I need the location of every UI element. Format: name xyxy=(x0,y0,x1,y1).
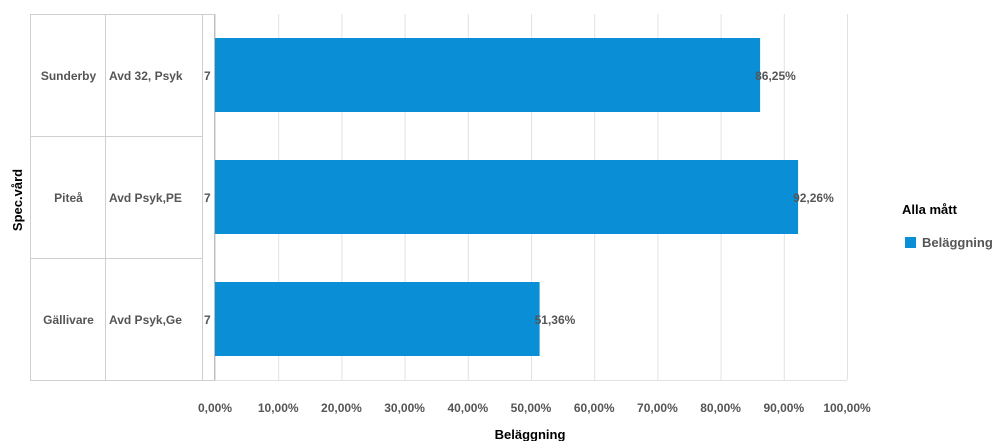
x-tick-label: 90,00% xyxy=(763,401,804,415)
x-tick-label: 40,00% xyxy=(447,401,488,415)
legend: Alla mått Beläggning xyxy=(902,202,993,250)
x-tick-label: 70,00% xyxy=(637,401,678,415)
row-site-label: Gällivare xyxy=(43,313,94,327)
x-tick-label: 80,00% xyxy=(700,401,741,415)
row-site-label: Sunderby xyxy=(41,69,97,83)
x-tick-label: 0,00% xyxy=(198,401,232,415)
bar-data-label: 51,36% xyxy=(535,313,576,327)
row-unit-label: Avd 32, Psyk xyxy=(109,69,183,83)
x-tick-labels: 0,00% 10,00% 20,00% 30,00% 40,00% 50,00% 60,00… xyxy=(198,401,871,415)
legend-swatch xyxy=(905,237,916,248)
bar-data-label: 86,25% xyxy=(755,69,796,83)
x-tick-label: 100,00% xyxy=(823,401,871,415)
x-axis-title: Beläggning xyxy=(495,427,566,441)
row-site-label: Piteå xyxy=(54,191,83,205)
x-tick-label: 20,00% xyxy=(321,401,362,415)
row-unit-label: Avd Psyk,Ge xyxy=(109,313,182,327)
row-unit-label: Avd Psyk,PE xyxy=(109,191,182,205)
x-tick-label: 10,00% xyxy=(258,401,299,415)
bars: 86,25% 92,26% 51,36% xyxy=(215,38,834,356)
row-header-table: Sunderby Avd 32, Psyk 7 Piteå Avd Psyk,PE 7 Gä… xyxy=(30,14,215,381)
bar xyxy=(215,160,799,234)
y-axis-title: Spec.vård xyxy=(10,169,25,231)
bar xyxy=(215,282,540,356)
legend-title: Alla mått xyxy=(902,202,958,217)
row-beds-label: 7 xyxy=(204,313,211,327)
bar xyxy=(215,38,761,112)
row-beds-label: 7 xyxy=(204,191,211,205)
row-beds-label: 7 xyxy=(204,69,211,83)
bar-data-label: 92,26% xyxy=(793,191,834,205)
x-tick-label: 50,00% xyxy=(511,401,552,415)
x-tick-label: 60,00% xyxy=(574,401,615,415)
legend-label: Beläggning xyxy=(922,235,993,250)
x-tick-label: 30,00% xyxy=(384,401,425,415)
